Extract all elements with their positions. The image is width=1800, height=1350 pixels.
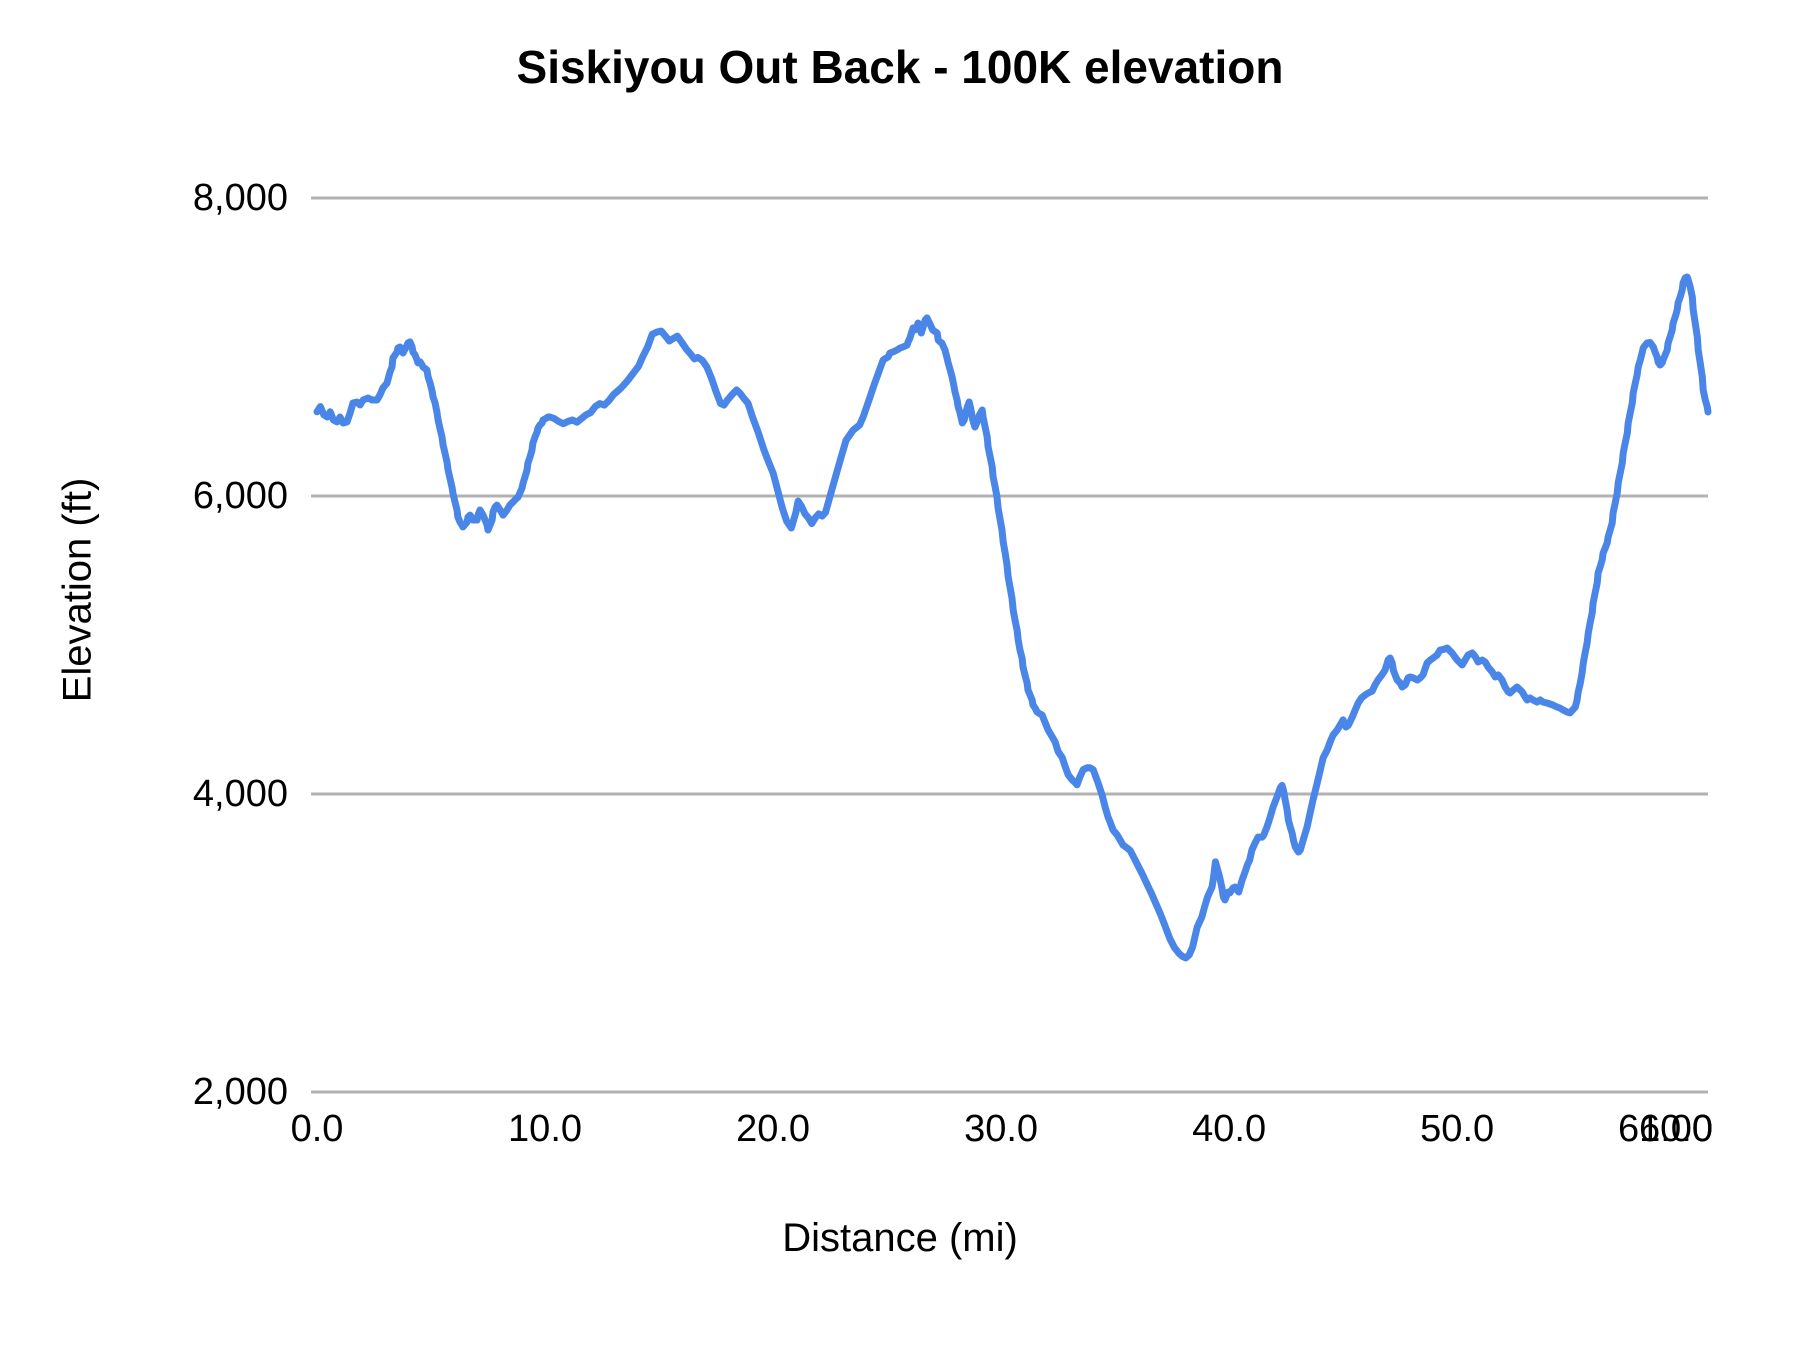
x-tick-label: 61.00 [1617, 1108, 1714, 1150]
elevation-line [313, 273, 1712, 962]
x-tick-label: 30.0 [964, 1108, 1039, 1150]
y-tick-label: 4,000 [192, 773, 288, 815]
x-tick-label: 0.0 [290, 1108, 344, 1150]
x-tick-label: 60.0 [1639, 1108, 1713, 1150]
x-tick-label: 20.0 [736, 1108, 811, 1150]
x-axis-title: Distance (mi) [782, 1216, 1018, 1260]
x-tick-label: 40.0 [1192, 1108, 1267, 1150]
y-tick-label: 8,000 [192, 177, 288, 219]
y-tick-label: 6,000 [192, 475, 288, 517]
x-tick-label: 50.0 [1420, 1108, 1495, 1150]
y-tick-label: 2,000 [192, 1071, 288, 1113]
chart-title: Siskiyou Out Back - 100K elevation [516, 41, 1284, 93]
x-tick-label: 10.0 [508, 1108, 583, 1150]
